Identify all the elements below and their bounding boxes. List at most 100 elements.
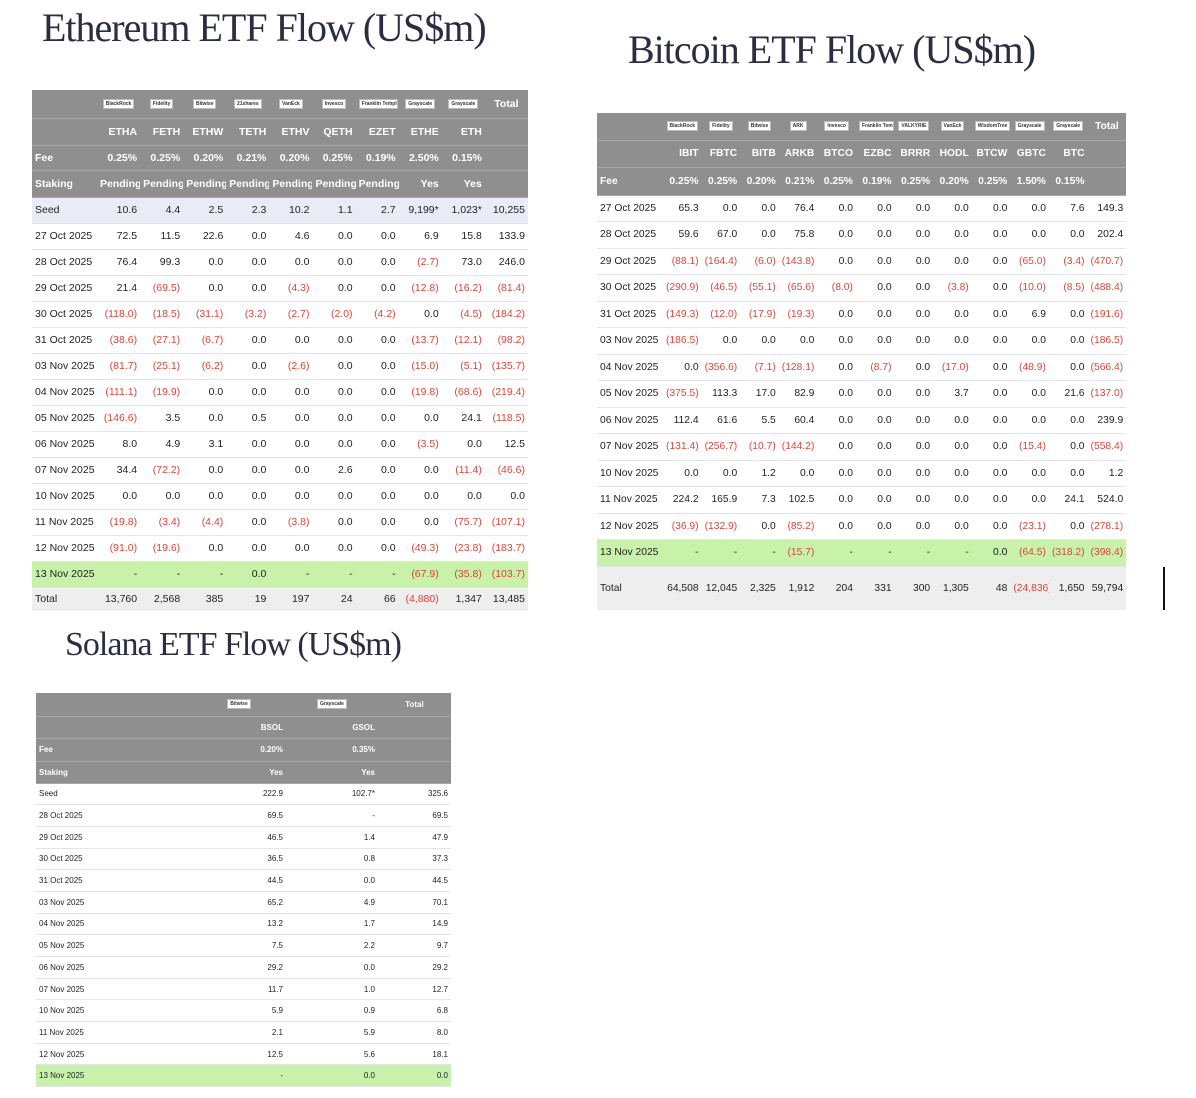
cell: 0.0	[286, 956, 378, 979]
cell: 0.25%	[817, 167, 856, 196]
cell: 29.2	[192, 956, 286, 979]
cell: 18.1	[378, 1043, 451, 1066]
header-row: Staking Pending Pending Pending Pending Pendi…	[32, 170, 528, 198]
cell: 0.0	[1048, 301, 1088, 328]
cell: IBIT	[663, 140, 702, 168]
cell: ETHA	[97, 118, 141, 146]
data-row: 06 Nov 2025 8.0 4.9 3.1 0.0 0.0 0.0 0.0 (3.5) 0.0…	[32, 431, 528, 458]
cell: Yes	[286, 761, 378, 784]
cell: (375.5)	[663, 380, 702, 408]
header-row: Fee 0.25% 0.25% 0.20% 0.21% 0.25% 0.19% 0.25% 0.…	[597, 167, 1127, 196]
cell: 0.0	[355, 431, 399, 458]
cell: 30 Oct 2025	[32, 301, 97, 328]
cell: Total	[1087, 113, 1127, 141]
data-row: 13 Nov 2025- - -0.0- - - (67.9) (35.8) (103.7)	[32, 561, 528, 588]
cell: 11 Nov 2025	[36, 1021, 192, 1044]
data-row: 27 Oct 2025 72.5 11.5 22.6 0.0 4.6 0.0 0.0 6.9 15…	[32, 223, 528, 250]
issuer-logo: Franklin Templeton	[358, 98, 398, 109]
cell: (111.1)	[97, 379, 141, 406]
cell: 0.0	[894, 380, 934, 408]
cell: (356.6)	[701, 354, 741, 381]
issuer-cell: Grayscale	[398, 90, 442, 119]
cell: Total	[484, 90, 528, 119]
data-row: 27 Oct 2025 65.3 0.0 0.0 76.4 0.0 0.0 0.0 0.0 0.0…	[597, 195, 1127, 222]
cell: 07 Nov 2025	[597, 433, 663, 461]
cell: (10.0)	[1010, 274, 1049, 302]
data-row: 13 Nov 2025- - - (15.7) - - - -0.0 (64.5) (318.2)…	[597, 539, 1127, 567]
data-row: 04 Nov 2025 (111.1) (19.9) 0.0 0.0 0.0 0.0 0.0(…	[32, 379, 528, 406]
cell: 1,023*	[441, 197, 485, 224]
cell: (146.6)	[97, 405, 141, 432]
cell: 13,485	[484, 587, 528, 611]
issuer-cell: WisdomTree	[971, 113, 1011, 141]
cell: 0.0	[355, 483, 399, 510]
cell: (103.7)	[484, 561, 528, 588]
cell: 0.0	[701, 195, 741, 222]
cell: 0.0	[663, 460, 702, 487]
cell: (19.6)	[140, 535, 184, 562]
title: Ethereum ETF Flow (US$m)	[42, 5, 487, 50]
cell: BSOL	[192, 716, 286, 739]
ticker-row: BSOL GSOL	[36, 716, 451, 739]
cell: (118.0)	[97, 301, 141, 328]
cell: 06 Nov 2025	[32, 431, 97, 458]
cell: (149.3)	[663, 301, 702, 328]
cell: (3.5)	[398, 431, 442, 458]
cell: 28 Oct 2025	[32, 249, 97, 276]
cell	[32, 118, 97, 146]
issuer-cell: Fidelity	[701, 113, 741, 141]
cell: (186.5)	[663, 327, 702, 355]
cell: (12.0)	[701, 301, 741, 328]
cell: 7.5	[192, 934, 286, 957]
cell: (2.7)	[398, 249, 442, 276]
cell: 0.25%	[312, 145, 356, 171]
cell: (15.4)	[1010, 433, 1049, 461]
cell: 0.0	[269, 483, 313, 510]
cell: 0.0	[971, 486, 1011, 514]
cell: 06 Nov 2025	[597, 407, 663, 434]
cell: BRRR	[894, 140, 934, 168]
cell: 0.0	[398, 405, 442, 432]
cell: -	[663, 539, 702, 567]
cell: -	[183, 561, 227, 588]
cell: 7.3	[740, 486, 779, 514]
cell: 0.0	[355, 535, 399, 562]
cell: (55.1)	[740, 274, 779, 302]
cell: 2.7	[355, 197, 399, 224]
cell: 1.4	[286, 826, 378, 849]
cell: 0.0	[312, 275, 356, 302]
cell: 0.0	[312, 353, 356, 380]
cell: 2.6	[312, 457, 356, 484]
cell: 0.0	[269, 535, 313, 562]
cell: BTC	[1048, 140, 1088, 168]
cell: 6.9	[1010, 301, 1049, 328]
cell: 0.0	[355, 379, 399, 406]
cell: 2.5	[183, 197, 227, 224]
issuer-logo: Fidelity	[149, 98, 174, 109]
cell: (6.7)	[183, 327, 227, 354]
cell: 0.0	[855, 433, 895, 461]
cell: 0.0	[226, 353, 270, 380]
cell: 165.9	[701, 486, 741, 514]
cell: -	[192, 1064, 286, 1088]
cell	[484, 170, 528, 198]
cell: (48.9)	[1010, 354, 1049, 381]
cell: 12.5	[484, 431, 528, 458]
issuer-logo: VanEck	[279, 98, 303, 109]
issuer-cell: Invesco	[817, 113, 856, 141]
cell: Yes	[398, 170, 442, 198]
cell: (7.1)	[740, 354, 779, 381]
cell: 21.6	[1048, 380, 1088, 408]
cell: (488.4)	[1087, 274, 1127, 302]
cell	[1087, 167, 1127, 196]
cell: Pending	[97, 170, 141, 198]
issuer-logo: BlackRock	[102, 98, 135, 109]
cell: 06 Nov 2025	[36, 956, 192, 979]
cell: GSOL	[286, 716, 378, 739]
cell: Pending	[355, 170, 399, 198]
cell: 0.0	[1010, 407, 1049, 434]
cell: (13.7)	[398, 327, 442, 354]
data-row: 12 Nov 2025 12.5 5.6 18.1	[36, 1043, 451, 1066]
cell: 0.0	[1010, 327, 1049, 355]
cell: 0.0	[740, 221, 779, 249]
